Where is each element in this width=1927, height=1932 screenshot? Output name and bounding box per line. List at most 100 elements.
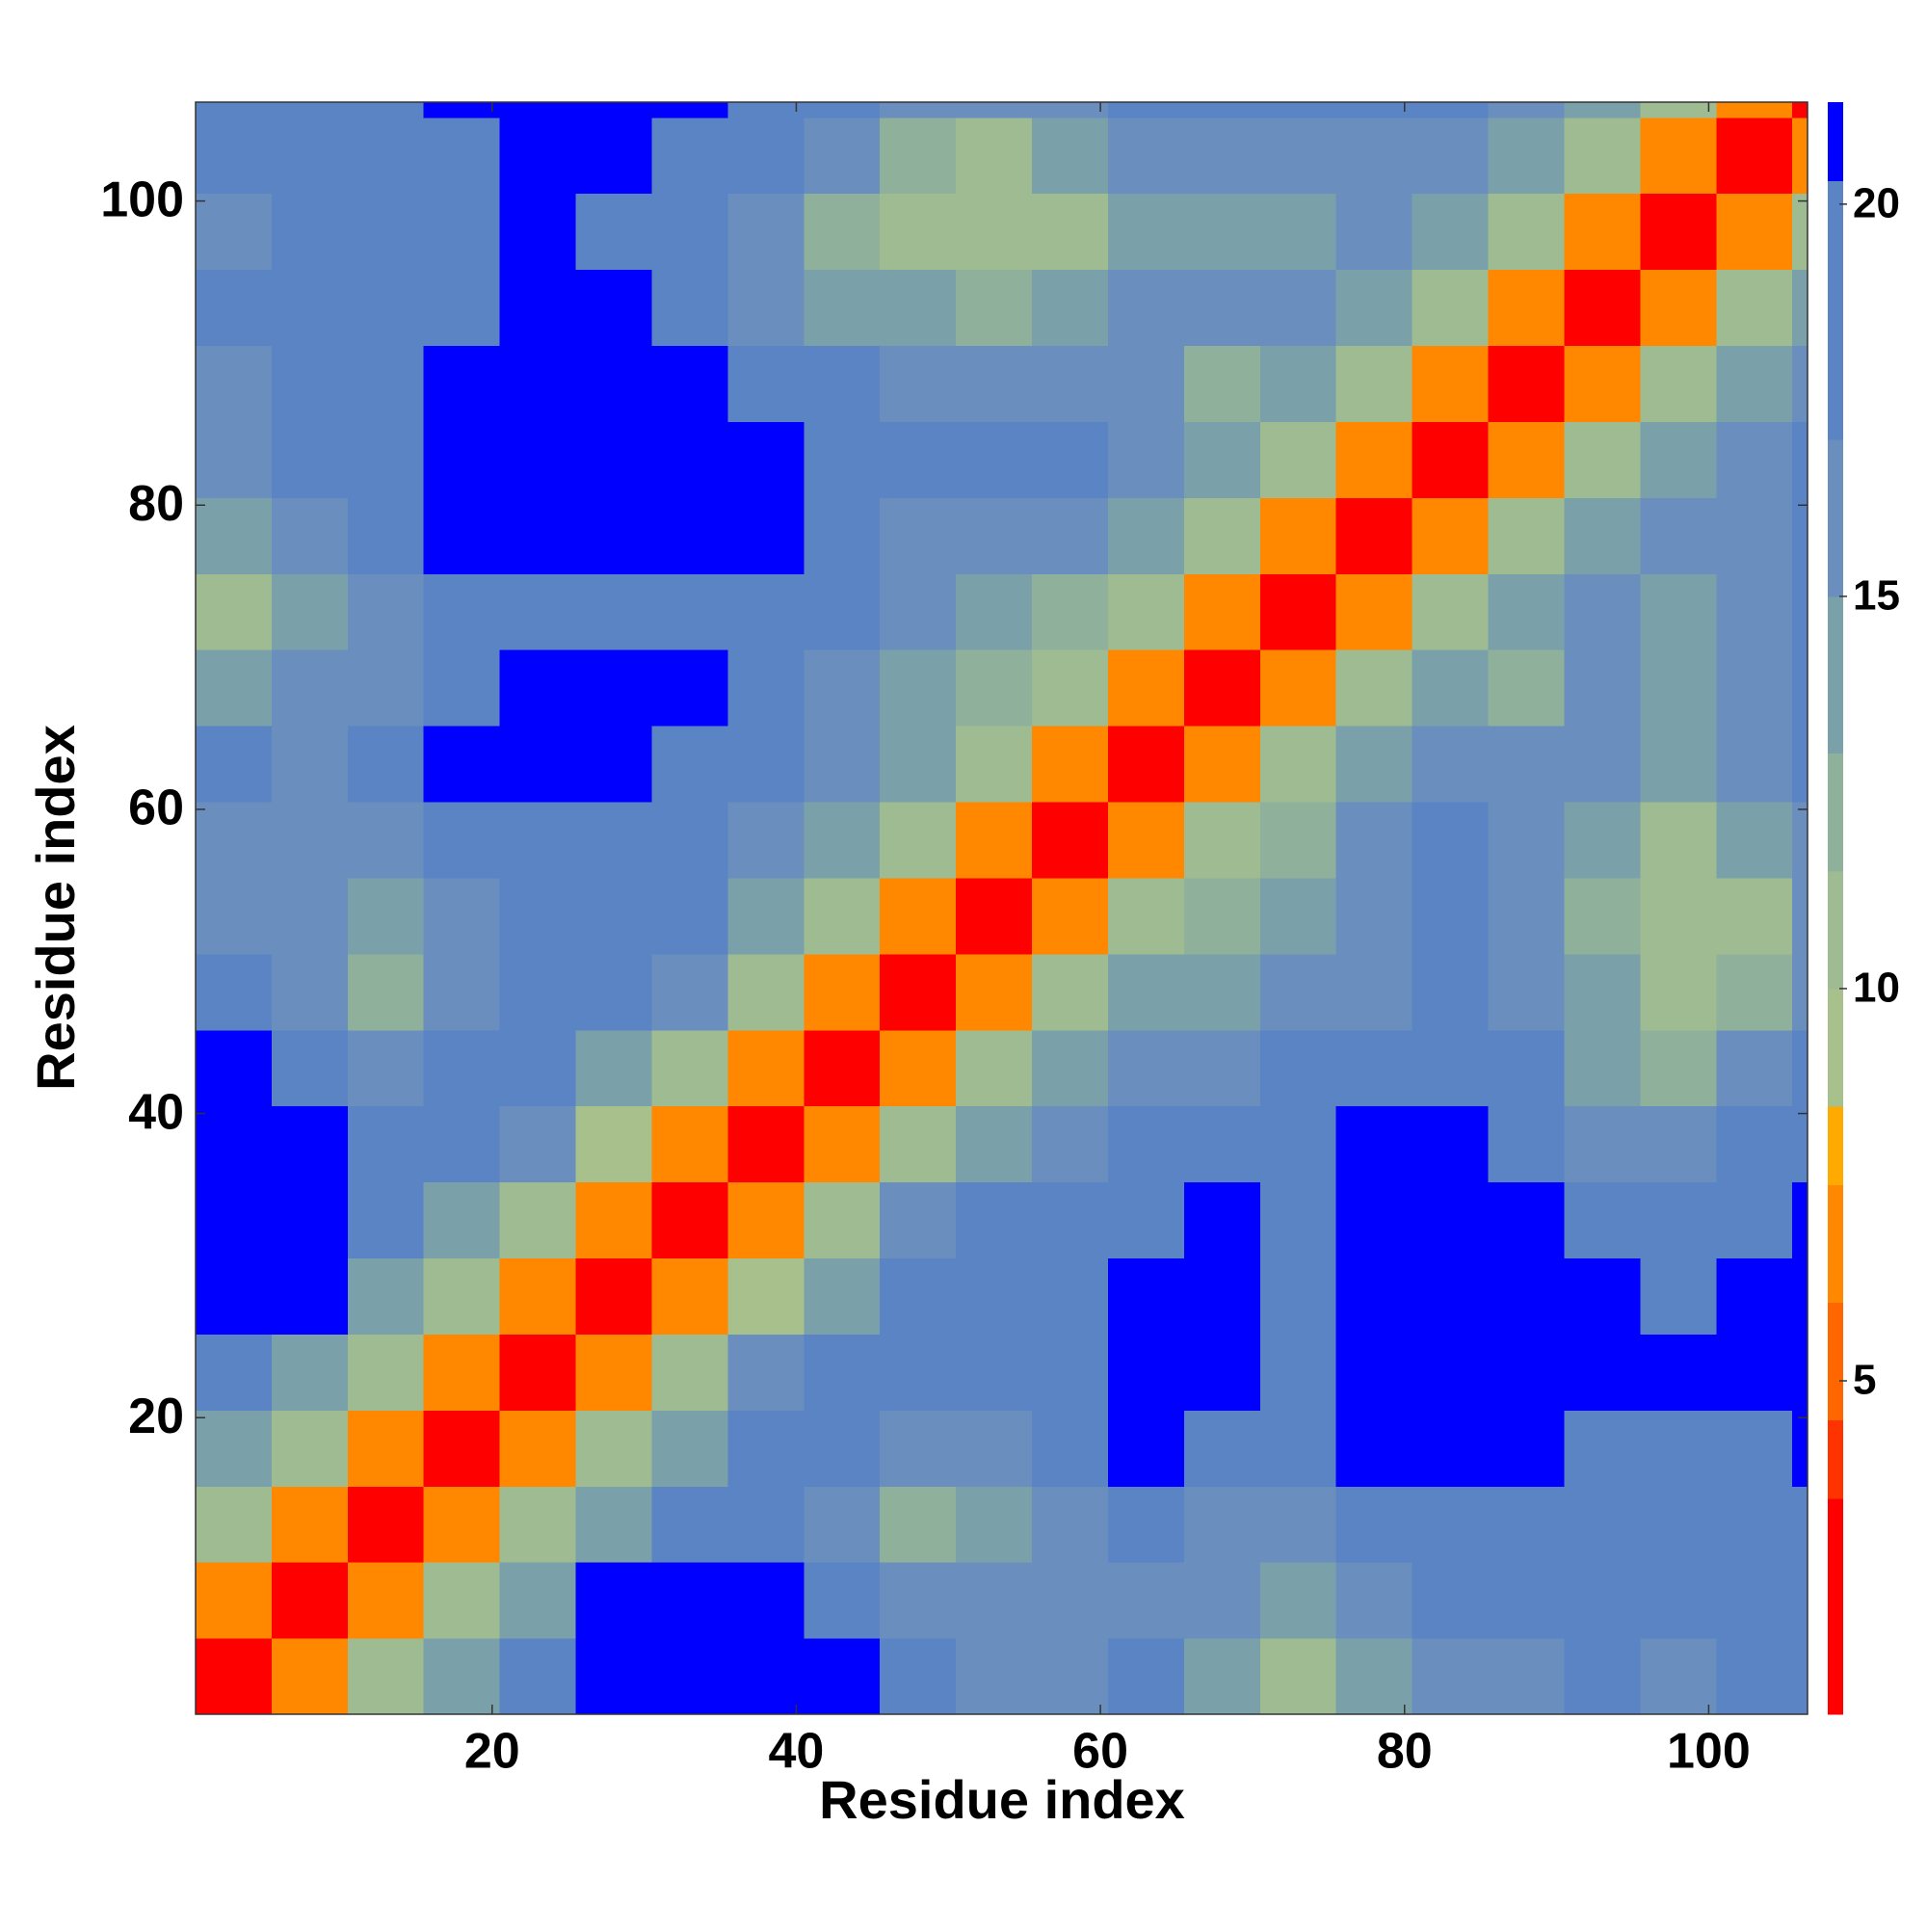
heatmap-cell [880,1562,957,1639]
heatmap-cell [1183,1486,1261,1563]
heatmap-cell [271,573,349,650]
heatmap-cell [1259,1181,1337,1259]
heatmap-cell [727,421,805,498]
heatmap-cell [727,497,805,574]
heatmap-cell [196,1029,273,1107]
heatmap-cell [1412,1638,1490,1715]
heatmap-cell [1792,421,1808,498]
heatmap-cell [1488,649,1565,727]
heatmap-cell [804,497,881,574]
heatmap-cell [1412,269,1490,347]
colorbar-tick-label: 20 [1853,179,1900,226]
heatmap-cell [423,1029,501,1107]
heatmap-cell [1564,877,1641,955]
colorbar-band [1828,1106,1843,1185]
x-tick-label: 100 [1667,1724,1751,1780]
heatmap-cell [1259,1257,1337,1335]
heatmap-cell [804,421,881,498]
x-axis-label: Residue index [819,1769,1185,1830]
heatmap-cell [1183,1181,1261,1259]
heatmap-cell [727,1562,805,1639]
heatmap-cell [1032,345,1109,422]
heatmap-cell [1107,1105,1185,1183]
heatmap-cell [196,802,273,879]
heatmap-cell [651,117,728,195]
heatmap-cell [499,1486,577,1563]
heatmap-cell [347,1562,425,1639]
heatmap-cell [347,1638,425,1715]
heatmap-cell [423,1257,501,1335]
heatmap-cell [1335,421,1413,498]
heatmap-cell [196,1257,273,1335]
heatmap-cell [1259,877,1337,955]
heatmap-cell [1640,1562,1717,1639]
heatmap-cell [196,953,273,1031]
heatmap-cell [1640,1410,1717,1487]
heatmap-cell [1792,1562,1808,1639]
heatmap-cell [1792,573,1808,650]
heatmap-cell [423,117,501,195]
heatmap-cell [1640,649,1717,727]
heatmap-cell [1792,269,1808,347]
heatmap-cell [1564,1029,1641,1107]
colorbar-band [1828,595,1843,754]
heatmap-cell [575,877,652,955]
heatmap-cell [1716,345,1793,422]
heatmap-cell [499,117,577,195]
heatmap-cell [651,1638,728,1715]
heatmap-cell [1564,421,1641,498]
heatmap-cell [423,1105,501,1183]
heatmap-cell [1716,1638,1793,1715]
heatmap-cell [1412,1105,1490,1183]
heatmap-cell [499,1334,577,1411]
heatmap-cell [1032,1181,1109,1259]
heatmap-cell [880,345,957,422]
heatmap-cell [1412,497,1490,574]
heatmap-cell [271,1334,349,1411]
heatmap-cell [727,1410,805,1487]
heatmap-cell [1259,1486,1337,1563]
heatmap-cell [804,726,881,803]
heatmap-cell [1335,1638,1413,1715]
heatmap-cell [1564,726,1641,803]
heatmap-cell [804,1638,881,1715]
heatmap-cell [1032,726,1109,803]
heatmap-cell [271,1410,349,1487]
heatmap-cell [880,497,957,574]
heatmap-cell [1032,802,1109,879]
heatmap-cell [347,1105,425,1183]
heatmap-cell [1183,1105,1261,1183]
heatmap-cell [1183,345,1261,422]
heatmap-cell [1032,953,1109,1031]
heatmap-cell [1032,117,1109,195]
heatmap-cell [651,1562,728,1639]
heatmap-cell [1792,1257,1808,1335]
heatmap-cell [651,573,728,650]
heatmap-cell [727,1105,805,1183]
heatmap-cell [1107,802,1185,879]
heatmap-cell [423,1410,501,1487]
heatmap-cell [575,497,652,574]
colorbar-band [1828,753,1843,872]
heatmap-cell [880,1334,957,1411]
heatmap-cell [1032,269,1109,347]
heatmap-cell [575,102,652,119]
heatmap-cell [727,573,805,650]
heatmap-cell [1716,269,1793,347]
heatmap-cell [499,802,577,879]
heatmap-cell [1716,497,1793,574]
heatmap-cell [1564,1410,1641,1487]
heatmap-cell [1792,877,1808,955]
heatmap-cell [1640,1029,1717,1107]
heatmap-cell [651,877,728,955]
heatmap-cell [804,802,881,879]
heatmap-cell [1183,102,1261,119]
heatmap-cell [1107,1334,1185,1411]
heatmap-cell [1259,1410,1337,1487]
heatmap-cell [1259,193,1337,271]
heatmap-cell [956,953,1033,1031]
heatmap-cell [956,1181,1033,1259]
heatmap-cell [423,102,501,119]
heatmap-cell [1716,193,1793,271]
heatmap-cell [804,1257,881,1335]
